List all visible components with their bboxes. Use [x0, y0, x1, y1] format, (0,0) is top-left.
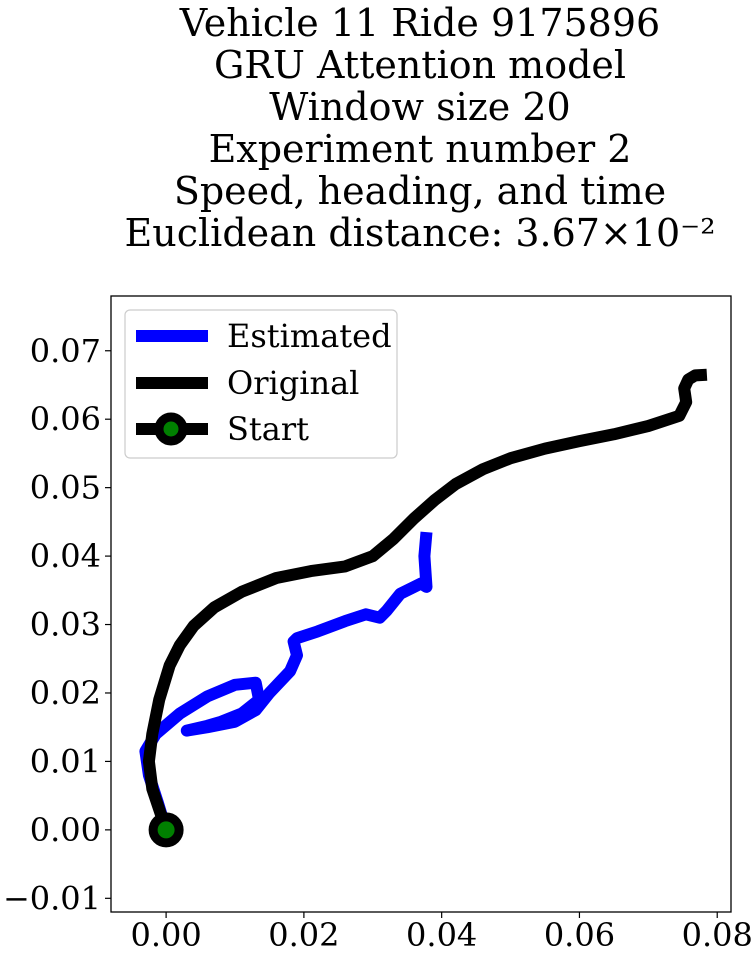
y-tick-label: 0.07 — [30, 332, 101, 370]
title-line: Euclidean distance: 3.67×10⁻² — [125, 211, 716, 255]
y-tick-label: 0.00 — [30, 811, 101, 849]
title-line: GRU Attention model — [214, 43, 626, 87]
y-tick-label: 0.05 — [30, 469, 101, 507]
plot-frame — [110, 295, 732, 913]
x-tick-label: 0.08 — [682, 916, 753, 954]
x-tick-label: 0.00 — [130, 916, 201, 954]
legend: Estimated Original Start — [124, 309, 398, 459]
x-axis: 0.00 0.02 0.04 0.06 0.08 — [130, 912, 753, 954]
chart-title: Vehicle 11 Ride 9175896 GRU Attention mo… — [125, 1, 716, 255]
y-tick-label: 0.02 — [30, 674, 101, 712]
y-tick-label: 0.04 — [30, 537, 101, 575]
y-tick-label: −0.01 — [3, 879, 101, 917]
y-tick-label: 0.06 — [30, 400, 101, 438]
y-tick-label: 0.03 — [30, 606, 101, 644]
x-tick-label: 0.04 — [406, 916, 477, 954]
legend-label: Estimated — [227, 317, 392, 355]
y-axis: −0.01 0.00 0.01 0.02 0.03 0.04 0.05 0.06 0.07 — [3, 332, 111, 917]
legend-label: Original — [227, 364, 359, 402]
series-line-estimated — [139, 531, 433, 832]
title-line: Experiment number 2 — [209, 127, 632, 171]
series-line-original — [142, 368, 708, 832]
legend-box — [124, 309, 398, 459]
x-tick-label: 0.02 — [268, 916, 339, 954]
title-line: Vehicle 11 Ride 9175896 — [179, 1, 660, 45]
x-tick-label: 0.06 — [544, 916, 615, 954]
legend-marker-start — [154, 412, 188, 446]
legend-label: Start — [227, 410, 309, 448]
title-line: Window size 20 — [269, 85, 570, 129]
title-line: Speed, heading, and time — [174, 169, 666, 213]
plot-area — [110, 295, 732, 913]
y-tick-label: 0.01 — [30, 742, 101, 780]
start-point-marker — [148, 812, 184, 848]
